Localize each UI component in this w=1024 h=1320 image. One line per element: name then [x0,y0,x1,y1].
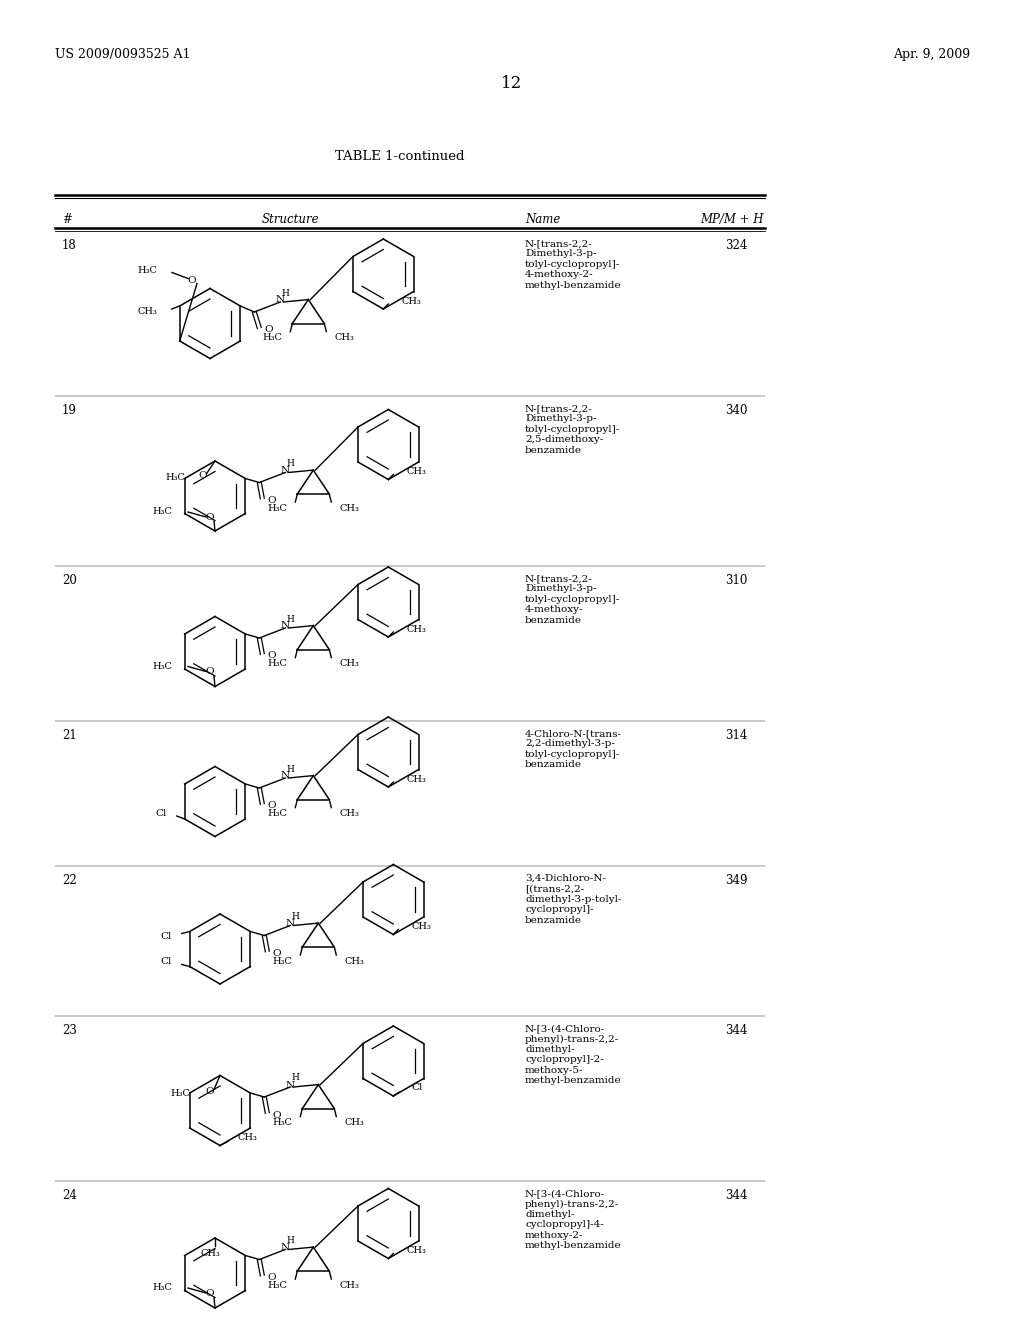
Text: O: O [206,1288,214,1298]
Text: 20: 20 [62,574,77,587]
Text: H₃C: H₃C [272,957,292,966]
Text: H: H [282,289,289,297]
Text: O: O [199,470,207,479]
Text: 349: 349 [725,874,748,887]
Text: N-[3-(4-Chloro-
phenyl)-trans-2,2-
dimethyl-
cyclopropyl]-4-
methoxy-2-
methyl-b: N-[3-(4-Chloro- phenyl)-trans-2,2- dimet… [525,1189,622,1250]
Text: N-[3-(4-Chloro-
phenyl)-trans-2,2-
dimethyl-
cyclopropyl]-2-
methoxy-5-
methyl-b: N-[3-(4-Chloro- phenyl)-trans-2,2- dimet… [525,1024,622,1085]
Text: O: O [272,949,281,958]
Text: #: # [62,213,72,226]
Text: CH₃: CH₃ [407,1246,426,1255]
Text: 18: 18 [62,239,77,252]
Text: H₃C: H₃C [267,1280,288,1290]
Text: CH₃: CH₃ [407,775,426,784]
Text: H: H [292,912,299,921]
Text: CH₃: CH₃ [200,1250,220,1258]
Text: H: H [287,1236,294,1245]
Text: MP/M + H: MP/M + H [700,213,764,226]
Text: 22: 22 [62,874,77,887]
Text: H₃C: H₃C [267,809,288,818]
Text: H₃C: H₃C [170,1089,190,1098]
Text: TABLE 1-continued: TABLE 1-continued [335,150,465,162]
Text: O: O [187,276,197,285]
Text: CH₃: CH₃ [344,957,365,966]
Text: Name: Name [525,213,560,226]
Text: Structure: Structure [261,213,318,226]
Text: 19: 19 [62,404,77,417]
Text: 24: 24 [62,1189,77,1203]
Text: 21: 21 [62,729,77,742]
Text: 3,4-Dichloro-N-
[(trans-2,2-
dimethyl-3-p-tolyl-
cyclopropyl]-
benzamide: 3,4-Dichloro-N- [(trans-2,2- dimethyl-3-… [525,874,622,924]
Text: CH₃: CH₃ [407,624,426,634]
Text: 324: 324 [725,239,748,252]
Text: H₃C: H₃C [267,659,288,668]
Text: 314: 314 [725,729,748,742]
Text: O: O [206,1086,214,1096]
Text: N: N [281,771,290,780]
Text: N: N [286,919,295,928]
Text: O: O [272,1110,281,1119]
Text: N: N [281,622,290,631]
Text: O: O [267,652,275,660]
Text: CH₃: CH₃ [238,1133,258,1142]
Text: Cl: Cl [161,932,172,941]
Text: Cl: Cl [156,809,167,818]
Text: O: O [267,496,275,506]
Text: 4-Chloro-N-[trans-
2,2-dimethyl-3-p-
tolyl-cyclopropyl]-
benzamide: 4-Chloro-N-[trans- 2,2-dimethyl-3-p- tol… [525,729,622,770]
Text: CH₃: CH₃ [412,921,431,931]
Text: CH₃: CH₃ [407,467,426,477]
Text: Apr. 9, 2009: Apr. 9, 2009 [893,48,970,61]
Text: CH₃: CH₃ [339,504,359,512]
Text: O: O [206,667,214,676]
Text: O: O [206,512,214,521]
Text: N-[trans-2,2-
Dimethyl-3-p-
tolyl-cyclopropyl]-
2,5-dimethoxy-
benzamide: N-[trans-2,2- Dimethyl-3-p- tolyl-cyclop… [525,404,621,454]
Text: N: N [286,1081,295,1089]
Text: O: O [267,1272,275,1282]
Text: H₃C: H₃C [272,1118,292,1127]
Text: CH₃: CH₃ [401,297,421,305]
Text: 23: 23 [62,1024,77,1038]
Text: H₃C: H₃C [262,333,283,342]
Text: H₃C: H₃C [137,267,157,275]
Text: 340: 340 [725,404,748,417]
Text: H: H [287,459,294,469]
Text: 344: 344 [725,1024,748,1038]
Text: N-[trans-2,2-
Dimethyl-3-p-
tolyl-cyclopropyl]-
4-methoxy-2-
methyl-benzamide: N-[trans-2,2- Dimethyl-3-p- tolyl-cyclop… [525,239,622,289]
Text: O: O [264,326,272,334]
Text: H: H [292,1073,299,1082]
Text: N: N [275,296,285,305]
Text: CH₃: CH₃ [138,306,158,315]
Text: 12: 12 [502,75,522,92]
Text: H: H [287,615,294,623]
Text: Cl: Cl [412,1084,423,1093]
Text: CH₃: CH₃ [339,809,359,818]
Text: H₃C: H₃C [267,504,288,512]
Text: H: H [287,764,294,774]
Text: H₃C: H₃C [153,1283,172,1292]
Text: CH₃: CH₃ [344,1118,365,1127]
Text: 344: 344 [725,1189,748,1203]
Text: N: N [281,1243,290,1251]
Text: Cl: Cl [161,957,172,966]
Text: CH₃: CH₃ [339,1280,359,1290]
Text: US 2009/0093525 A1: US 2009/0093525 A1 [55,48,190,61]
Text: 310: 310 [725,574,748,587]
Text: N: N [281,466,290,475]
Text: CH₃: CH₃ [334,333,354,342]
Text: H₃C: H₃C [165,473,185,482]
Text: O: O [267,801,275,810]
Text: H₃C: H₃C [153,507,172,516]
Text: CH₃: CH₃ [339,659,359,668]
Text: N-[trans-2,2-
Dimethyl-3-p-
tolyl-cyclopropyl]-
4-methoxy-
benzamide: N-[trans-2,2- Dimethyl-3-p- tolyl-cyclop… [525,574,621,624]
Text: H₃C: H₃C [153,663,172,671]
